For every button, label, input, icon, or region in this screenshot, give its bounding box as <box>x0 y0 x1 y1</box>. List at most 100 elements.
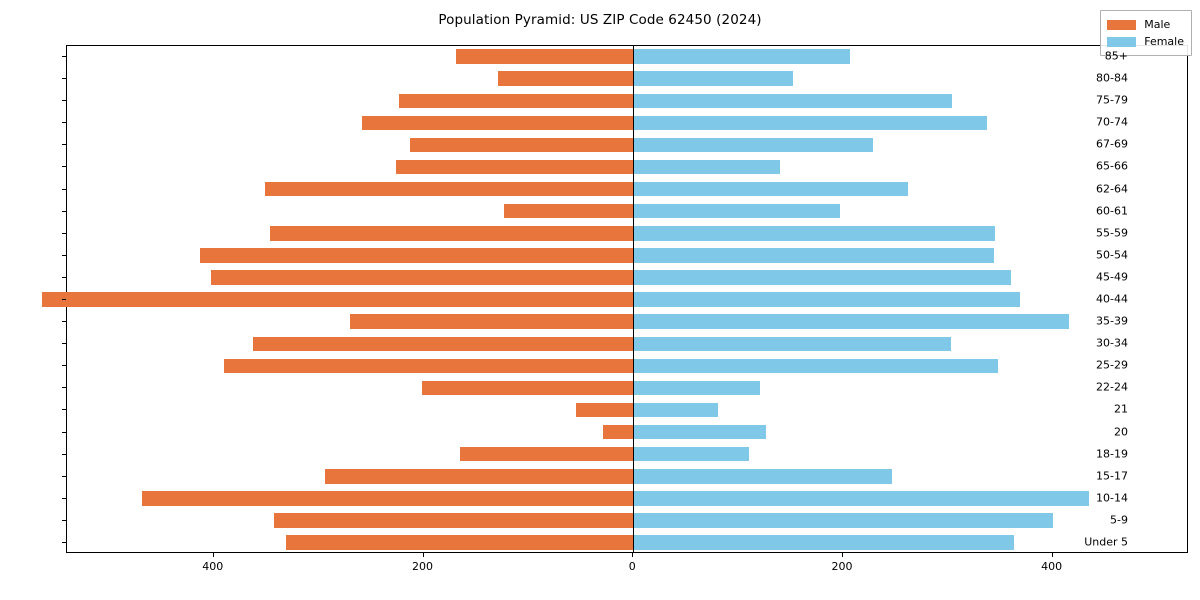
bar-female-15-17[interactable] <box>633 469 893 484</box>
pyramid-row <box>67 377 1187 399</box>
bar-male-15-17[interactable] <box>324 469 634 484</box>
bar-male-40-44[interactable] <box>41 292 634 307</box>
y-tick-mark <box>62 453 66 455</box>
y-tick-label: 85+ <box>1104 49 1128 63</box>
pyramid-row <box>67 112 1187 134</box>
y-tick-mark <box>62 321 66 323</box>
chart-legend[interactable]: Male Female <box>1100 10 1192 56</box>
x-tick-label: 200 <box>831 560 853 573</box>
bar-female-22-24[interactable] <box>633 380 761 396</box>
y-tick-label: 60-61 <box>1096 204 1128 218</box>
y-tick-mark <box>62 497 66 499</box>
x-tick-mark <box>632 553 634 557</box>
bar-female-62-64[interactable] <box>633 181 908 197</box>
bar-female-55-59[interactable] <box>633 226 995 241</box>
bar-male-65-66[interactable] <box>396 159 634 175</box>
y-tick-mark <box>62 254 66 256</box>
legend-label: Male <box>1144 18 1171 31</box>
x-tick-label: 0 <box>628 560 636 573</box>
pyramid-row <box>67 510 1187 532</box>
legend-label: Female <box>1144 35 1184 48</box>
bar-male-85-[interactable] <box>456 49 634 64</box>
y-tick-label: 18-19 <box>1096 447 1128 461</box>
bar-female-18-19[interactable] <box>633 446 749 462</box>
y-tick-mark <box>62 387 66 389</box>
pyramid-row <box>67 245 1187 267</box>
bar-female-60-61[interactable] <box>633 203 840 219</box>
pyramid-row <box>67 90 1187 112</box>
bar-male-35-39[interactable] <box>350 314 634 329</box>
pyramid-row <box>67 355 1187 377</box>
bar-female-40-44[interactable] <box>633 292 1021 307</box>
bar-male-under-5[interactable] <box>286 535 634 550</box>
bar-male-25-29[interactable] <box>224 358 634 374</box>
bar-male-80-84[interactable] <box>497 71 634 86</box>
y-tick-mark <box>62 100 66 102</box>
pyramid-row <box>67 466 1187 488</box>
bar-female-80-84[interactable] <box>633 71 793 86</box>
y-tick-mark <box>62 210 66 212</box>
bar-female-67-69[interactable] <box>633 137 874 153</box>
bar-female-10-14[interactable] <box>633 491 1090 506</box>
bar-male-67-69[interactable] <box>409 137 634 153</box>
bar-male-60-61[interactable] <box>504 203 634 219</box>
pyramid-row <box>41 289 1187 311</box>
bar-male-75-79[interactable] <box>399 93 634 109</box>
pyramid-row <box>67 267 1187 289</box>
bar-female-under-5[interactable] <box>633 535 1014 550</box>
y-tick-label: Under 5 <box>1084 535 1128 549</box>
zero-axis-line <box>633 46 635 552</box>
bar-male-45-49[interactable] <box>210 270 634 285</box>
bar-female-20[interactable] <box>633 424 767 440</box>
y-tick-label: 67-69 <box>1096 137 1128 151</box>
legend-item[interactable]: Female <box>1107 33 1184 50</box>
bar-female-35-39[interactable] <box>633 314 1070 329</box>
x-tick-label: 200 <box>412 560 434 573</box>
bar-male-18-19[interactable] <box>460 446 634 462</box>
x-tick-mark <box>422 553 424 557</box>
y-tick-mark <box>62 122 66 124</box>
bar-female-30-34[interactable] <box>633 336 951 352</box>
bar-female-45-49[interactable] <box>633 270 1011 285</box>
pyramid-row <box>67 421 1187 443</box>
bar-female-50-54[interactable] <box>633 248 994 263</box>
x-tick-mark <box>212 553 214 557</box>
pyramid-row <box>67 156 1187 178</box>
bar-male-30-34[interactable] <box>252 336 634 352</box>
legend-item[interactable]: Male <box>1107 16 1184 33</box>
legend-swatch-icon <box>1107 36 1137 47</box>
y-tick-mark <box>62 276 66 278</box>
bar-male-50-54[interactable] <box>200 248 634 263</box>
bar-female-65-66[interactable] <box>633 159 781 175</box>
y-tick-label: 15-17 <box>1096 469 1128 483</box>
y-tick-label: 5-9 <box>1110 513 1128 527</box>
bar-male-20[interactable] <box>602 424 634 440</box>
bar-female-75-79[interactable] <box>633 93 952 109</box>
y-tick-label: 10-14 <box>1096 491 1128 505</box>
x-tick-mark <box>1051 553 1053 557</box>
legend-swatch-icon <box>1107 19 1137 30</box>
y-tick-label: 80-84 <box>1096 71 1128 85</box>
bar-female-85-[interactable] <box>633 49 851 64</box>
bar-male-62-64[interactable] <box>265 181 634 197</box>
y-tick-label: 50-54 <box>1096 248 1128 262</box>
y-tick-mark <box>62 299 66 300</box>
x-tick-label: 400 <box>202 560 224 573</box>
bar-male-5-9[interactable] <box>273 513 634 528</box>
y-tick-mark <box>62 409 66 411</box>
pyramid-row <box>67 532 1187 554</box>
bar-male-22-24[interactable] <box>422 380 634 396</box>
bar-female-25-29[interactable] <box>633 358 999 374</box>
pyramid-row <box>67 333 1187 355</box>
bar-female-5-9[interactable] <box>633 513 1053 528</box>
pyramid-row <box>67 444 1187 466</box>
bar-male-10-14[interactable] <box>142 491 634 506</box>
bar-female-70-74[interactable] <box>633 115 987 131</box>
bar-male-70-74[interactable] <box>361 115 634 131</box>
y-tick-mark <box>62 166 66 168</box>
pyramid-row <box>67 179 1187 201</box>
bar-male-55-59[interactable] <box>270 226 634 241</box>
bar-male-21[interactable] <box>575 402 634 418</box>
y-tick-label: 20 <box>1114 425 1128 439</box>
bar-female-21[interactable] <box>633 402 719 418</box>
